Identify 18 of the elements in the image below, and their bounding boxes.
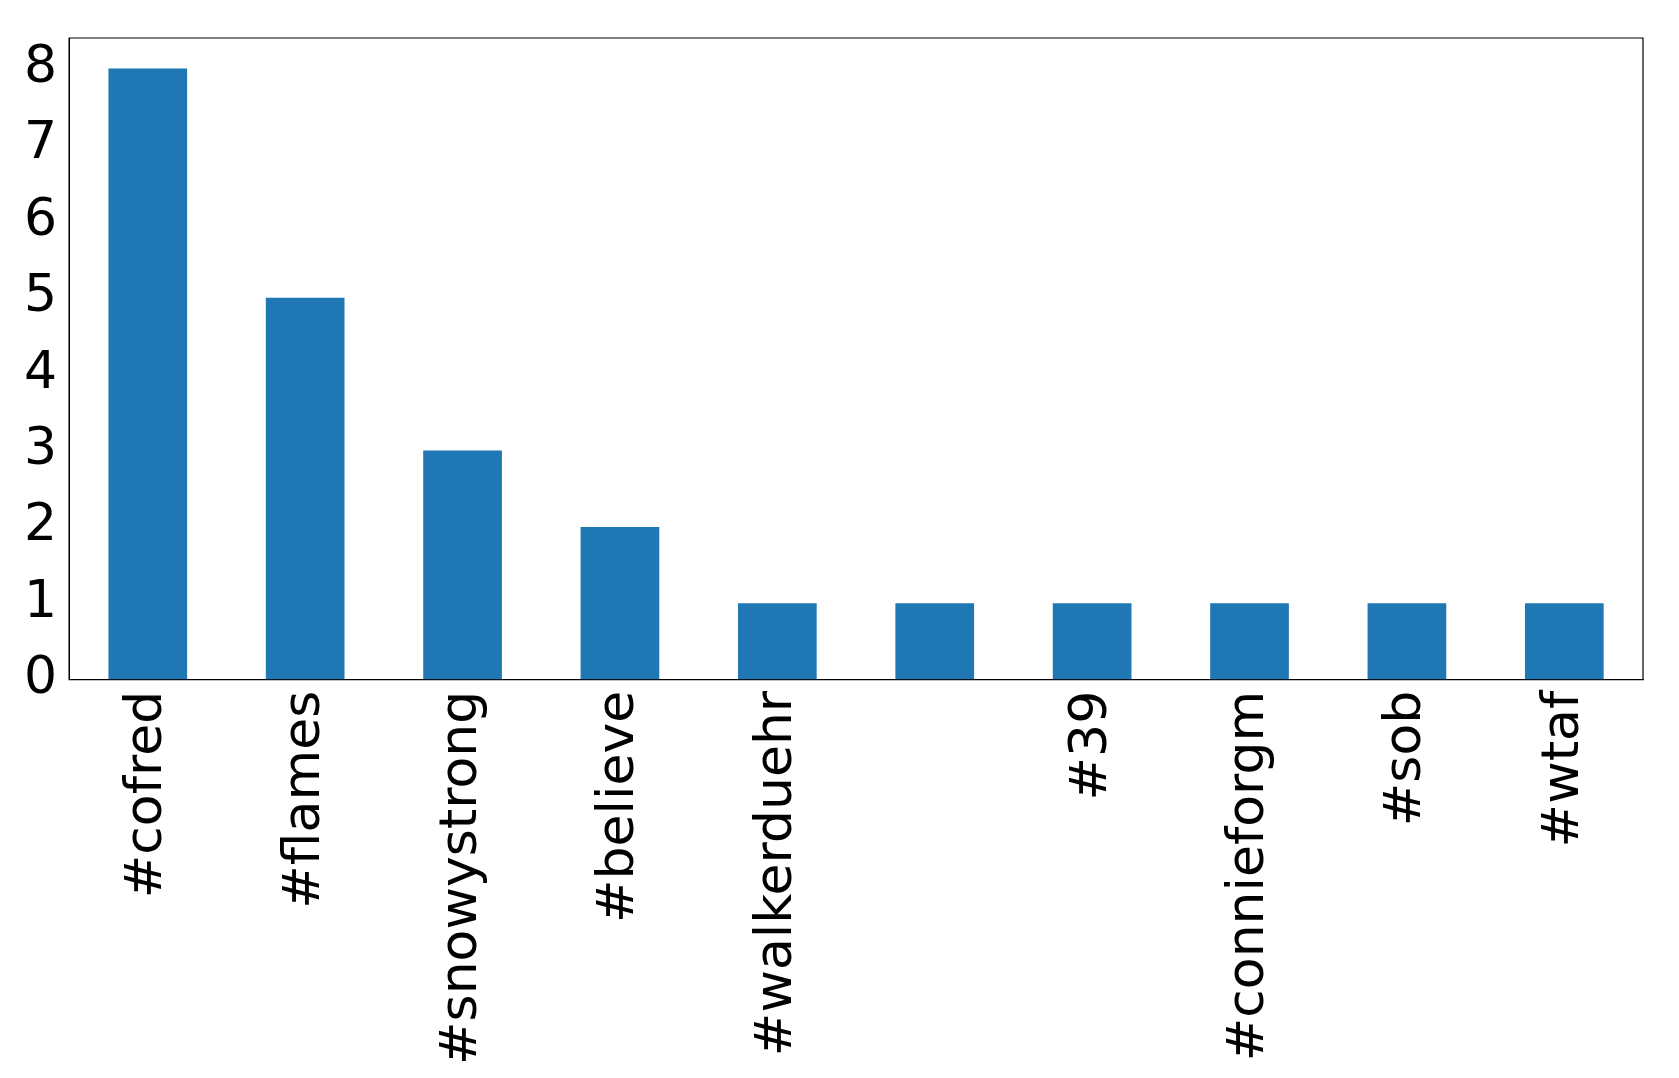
y-tick-label: 2 [23, 492, 58, 553]
y-tick-label: 6 [23, 186, 58, 247]
y-tick-label: 8 [23, 34, 58, 95]
y-tick-label: 1 [23, 568, 58, 629]
y-tick-label: 0 [23, 645, 58, 706]
x-tick-label: #wtaf [1529, 689, 1590, 848]
x-tick-label: #walkerduehr [742, 690, 803, 1057]
x-tick-label: #flames [270, 690, 331, 909]
y-tick-label: 4 [23, 339, 58, 400]
x-tick-label: #cofred [113, 690, 174, 899]
y-tick-label: 7 [23, 110, 58, 171]
x-tick-label: #believe [585, 690, 646, 923]
x-tick-label: #39 [1057, 690, 1118, 801]
y-tick-label: 5 [23, 263, 58, 324]
x-tick-label: #snowystrong [428, 690, 489, 1065]
x-tick-label: #connieforgm [1215, 690, 1276, 1062]
y-tick-label: 3 [23, 416, 58, 477]
x-tick-label: #sob [1372, 690, 1433, 827]
